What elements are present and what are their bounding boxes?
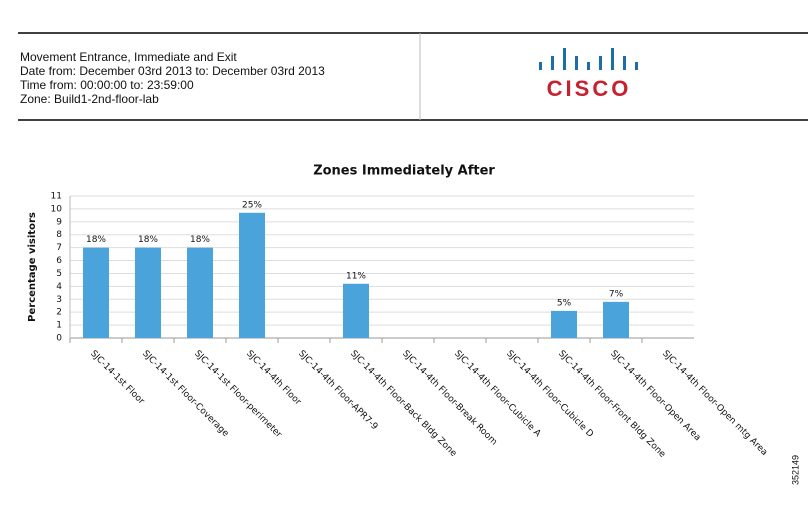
x-tick-label: SJC-14-4th Floor-Break Room: [400, 349, 499, 448]
x-tick-label: SJC-14-1st Floor: [88, 349, 146, 407]
bar-label: 18%: [190, 235, 210, 245]
bar-label: 7%: [609, 289, 624, 299]
x-tick-label: SJC-14-4th Floor-Back Bldg Zone: [348, 349, 458, 459]
header-line: Time from: 00:00:00 to: 23:59:00: [20, 78, 194, 92]
y-axis-label: Percentage visitors: [27, 212, 38, 322]
header-line: Movement Entrance, Immediate and Exit: [20, 50, 237, 64]
x-tick-label: SJC-14-4th Floor-Cubicle A: [452, 349, 543, 440]
bar-label: 25%: [242, 200, 262, 210]
logo-text: CISCO: [547, 76, 632, 101]
x-tick-label: SJC-14-4th Floor-Open Area: [608, 349, 702, 443]
bar-label: 18%: [138, 235, 158, 245]
logo-bars: [539, 48, 638, 70]
y-tick-label: 7: [56, 243, 62, 253]
bar: [83, 247, 109, 338]
y-tick-label: 2: [56, 308, 62, 318]
y-tick-label: 1: [56, 321, 62, 331]
bar: [551, 310, 577, 338]
header-line: Date from: December 03rd 2013 to: Decemb…: [20, 64, 325, 78]
y-tick-label: 10: [51, 204, 63, 214]
bar: [343, 283, 369, 338]
y-tick-label: 6: [56, 256, 62, 266]
bar-label: 11%: [346, 271, 366, 281]
bar: [239, 212, 265, 338]
y-tick-label: 3: [56, 295, 62, 305]
header-line: Zone: Build1-2nd-floor-lab: [20, 92, 159, 106]
x-tick-label: SJC-14-4th Floor-Open mtg Area: [660, 349, 769, 458]
y-tick-label: 0: [56, 334, 62, 344]
bar: [603, 301, 629, 338]
figure-id: 352149: [790, 455, 800, 485]
y-tick-label: 4: [56, 282, 62, 292]
y-tick-label: 8: [56, 230, 62, 240]
bar-label: 18%: [86, 235, 106, 245]
bar-label: 5%: [557, 298, 572, 308]
y-tick-label: 5: [56, 269, 62, 279]
chart-title: Zones Immediately After: [313, 164, 495, 179]
bar: [135, 247, 161, 338]
x-tick-label: SJC-14-4th Floor-Cubicle D: [504, 349, 595, 440]
x-tick-label: SJC-14-1st Floor-Coverage: [140, 349, 231, 440]
x-tick-label: SJC-14-4th Floor: [244, 349, 303, 408]
bar: [187, 247, 213, 338]
x-tick-label: SJC-14-4th Floor-Front Bldg Zone: [556, 349, 667, 460]
y-tick-label: 9: [56, 217, 62, 227]
y-tick-label: 11: [51, 192, 62, 202]
x-tick-label: SJC-14-1st Floor-perimeter: [192, 349, 283, 440]
